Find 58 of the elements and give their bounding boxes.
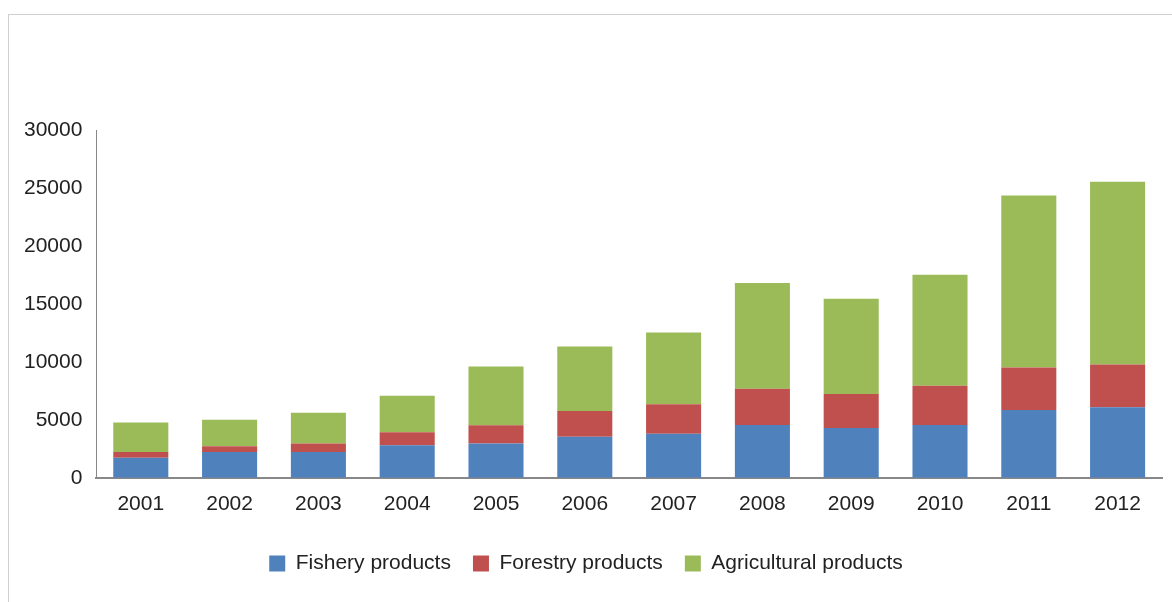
bar	[557, 436, 613, 478]
bar	[1090, 364, 1146, 408]
y-tick-label: 25000	[23, 174, 83, 198]
bar	[912, 274, 968, 386]
x-tick-label: 2003	[295, 491, 342, 515]
bar	[646, 433, 702, 478]
x-tick-label: 2012	[1094, 491, 1141, 515]
x-tick-label: 2001	[117, 491, 165, 515]
bar	[646, 332, 702, 405]
bar	[379, 395, 435, 433]
x-tick-label: 2011	[1006, 491, 1052, 515]
bar	[734, 425, 790, 478]
bar	[379, 432, 435, 446]
x-tick-label: 2006	[561, 491, 609, 515]
bar	[468, 443, 524, 478]
bar	[202, 419, 258, 447]
x-tick-label: 2002	[206, 491, 253, 515]
bar	[1001, 410, 1057, 478]
bar	[290, 452, 346, 478]
bar	[468, 366, 524, 426]
y-tick-label: 30000	[23, 116, 83, 140]
legend-label: Forestry products	[499, 550, 663, 574]
bar	[823, 393, 879, 429]
bar	[823, 428, 879, 478]
bar	[290, 412, 346, 444]
x-tick-label: 2005	[472, 491, 520, 515]
y-tick-label: 10000	[23, 348, 83, 372]
bar	[290, 443, 346, 453]
y-tick-label: 15000	[23, 290, 83, 314]
y-tick-label: 5000	[35, 406, 83, 430]
bar	[557, 411, 613, 437]
legend-label: Agricultural products	[711, 550, 903, 574]
x-tick-label: 2008	[739, 491, 786, 515]
bar	[557, 346, 613, 412]
x-tick-label: 2010	[916, 491, 964, 515]
x-tick-label: 2009	[827, 491, 875, 515]
bar	[912, 425, 968, 478]
legend-label: Fishery products	[295, 550, 451, 574]
bar	[113, 457, 169, 478]
bar	[1090, 181, 1146, 365]
x-tick-label: 2007	[650, 491, 697, 515]
bar	[113, 422, 169, 453]
bar	[646, 404, 702, 434]
bar	[468, 425, 524, 444]
bar	[1001, 367, 1057, 411]
bar	[202, 446, 258, 453]
bar	[379, 445, 435, 478]
bar	[202, 452, 258, 478]
bar	[113, 452, 169, 458]
bar	[1090, 407, 1146, 478]
bar	[912, 385, 968, 426]
y-tick-label: 0	[70, 464, 83, 488]
x-tick-label: 2004	[383, 491, 431, 515]
y-tick-label: 20000	[23, 232, 83, 256]
bar	[734, 283, 790, 389]
bar	[823, 298, 879, 394]
bar	[1001, 195, 1057, 368]
bar	[734, 388, 790, 426]
